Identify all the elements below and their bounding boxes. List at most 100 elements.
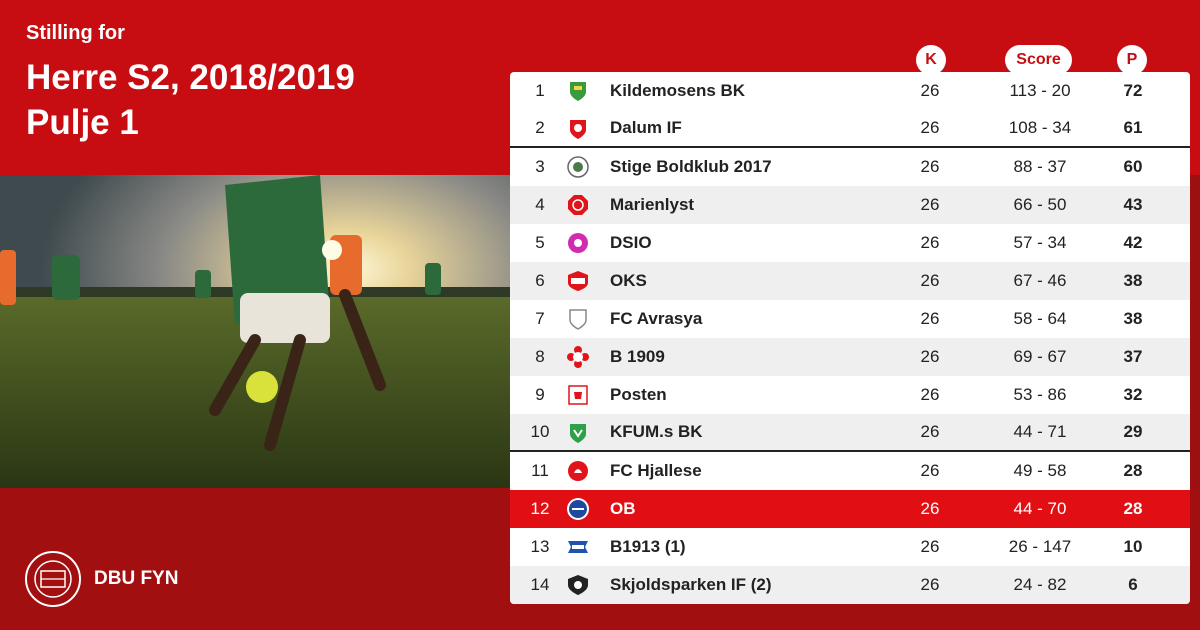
points: 10 [1123,537,1143,556]
dbu-logo: DBU FYN [24,550,178,608]
matches: 26 [920,195,940,214]
points: 38 [1123,309,1143,328]
score: 26 - 147 [1008,537,1072,556]
points: 37 [1123,347,1143,366]
matches: 26 [920,422,940,441]
points: 28 [1123,499,1143,518]
score: 24 - 82 [1013,575,1067,594]
magenta-circle-icon [568,233,588,253]
table-row: 11 FC Hjallese 26 49 - 58 28 [510,452,1190,490]
table-row: 5 DSIO 26 57 - 34 42 [510,224,1190,262]
score: 49 - 58 [1013,461,1067,480]
table-row-highlighted: 12 OB 26 44 - 70 28 [510,490,1190,528]
score: 69 - 67 [1013,347,1067,366]
table-row: 7 FC Avrasya 26 58 - 64 38 [510,300,1190,338]
matches: 26 [920,81,940,100]
points: 43 [1123,195,1143,214]
points: 38 [1123,271,1143,290]
position: 3 [535,157,545,176]
matches: 26 [920,157,940,176]
score: 67 - 46 [1013,271,1067,290]
red-shield-icon [568,271,588,291]
team-name: FC Hjallese [610,461,702,480]
column-header-p: P [1117,45,1147,75]
matches: 26 [920,233,940,252]
points: 28 [1123,461,1143,480]
column-header-k: K [916,45,946,75]
brand-name: DBU FYN [94,568,179,589]
matches: 26 [920,271,940,290]
team-name: KFUM.s BK [610,422,703,441]
column-header-score: Score [1005,45,1072,75]
matches: 26 [920,461,940,480]
points: 42 [1123,233,1143,252]
table-row: 2 Dalum IF 26 108 - 34 61 [510,110,1190,148]
position: 6 [535,271,545,290]
position: 2 [535,118,545,137]
team-name: OKS [610,271,647,290]
position: 14 [530,575,550,594]
score: 113 - 20 [1009,81,1071,100]
matches: 26 [920,499,940,518]
points: 29 [1123,422,1143,441]
score: 57 - 34 [1013,233,1067,252]
points: 6 [1128,575,1138,594]
team-name: Kildemosens BK [610,81,746,100]
red-square-icon [568,385,588,405]
score: 66 - 50 [1013,195,1067,214]
green-shield-icon [570,424,586,443]
score: 44 - 71 [1013,422,1067,441]
red-octagon-icon [568,195,588,215]
pool-title: Pulje 1 [26,103,139,142]
red-circle-icon [568,461,588,481]
red-shield-icon [570,120,586,139]
table-row: 14 Skjoldsparken IF (2) 26 24 - 82 6 [510,566,1190,604]
score: 58 - 64 [1013,309,1067,328]
round-badge-icon [567,156,589,178]
team-name: Skjoldsparken IF (2) [610,575,772,594]
table-row: 6 OKS 26 67 - 46 38 [510,262,1190,300]
matches: 26 [920,575,940,594]
score: 88 - 37 [1013,157,1067,176]
position: 8 [535,347,545,366]
matches: 26 [920,309,940,328]
points: 32 [1123,385,1143,404]
position: 9 [535,385,545,404]
red-flower-icon [567,346,589,368]
position: 12 [530,499,550,518]
position: 7 [535,309,545,328]
page-title: Herre S2, 2018/2019 [26,58,355,97]
black-shield-icon [568,575,588,595]
points: 72 [1123,81,1143,100]
points: 60 [1123,157,1143,176]
team-name: FC Avrasya [610,309,703,328]
table-row: 4 Marienlyst 26 66 - 50 43 [510,186,1190,224]
blue-banner-icon [568,541,588,553]
matches: 26 [920,347,940,366]
team-name: Marienlyst [610,195,695,214]
score: 44 - 70 [1013,499,1067,518]
subtitle: Stilling for [26,22,125,44]
score: 108 - 34 [1008,118,1072,137]
football-photo [0,175,510,488]
matches: 26 [920,118,940,137]
table-row: 1 Kildemosens BK 26 113 - 20 72 [510,72,1190,110]
matches: 26 [920,385,940,404]
green-shield-icon [570,82,586,101]
matches: 26 [920,537,940,556]
blue-circle-icon [567,498,589,520]
dbu-seal-icon [25,551,81,607]
position: 10 [530,422,550,441]
team-name: B1913 (1) [610,537,686,556]
grey-shield-icon [569,309,587,330]
team-name: DSIO [610,233,652,252]
position: 13 [530,537,550,556]
table-row: 8 B 1909 26 69 - 67 37 [510,338,1190,376]
table-row: 13 B1913 (1) 26 26 - 147 10 [510,528,1190,566]
table-row: 10 KFUM.s BK 26 44 - 71 29 [510,414,1190,452]
table-row: 3 Stige Boldklub 2017 26 88 - 37 60 [510,148,1190,186]
team-name: Dalum IF [610,118,682,137]
team-name: OB [610,499,636,518]
team-name: B 1909 [610,347,665,366]
title-block: Stilling for Herre S2, 2018/2019 Pulje 1 [26,22,355,145]
